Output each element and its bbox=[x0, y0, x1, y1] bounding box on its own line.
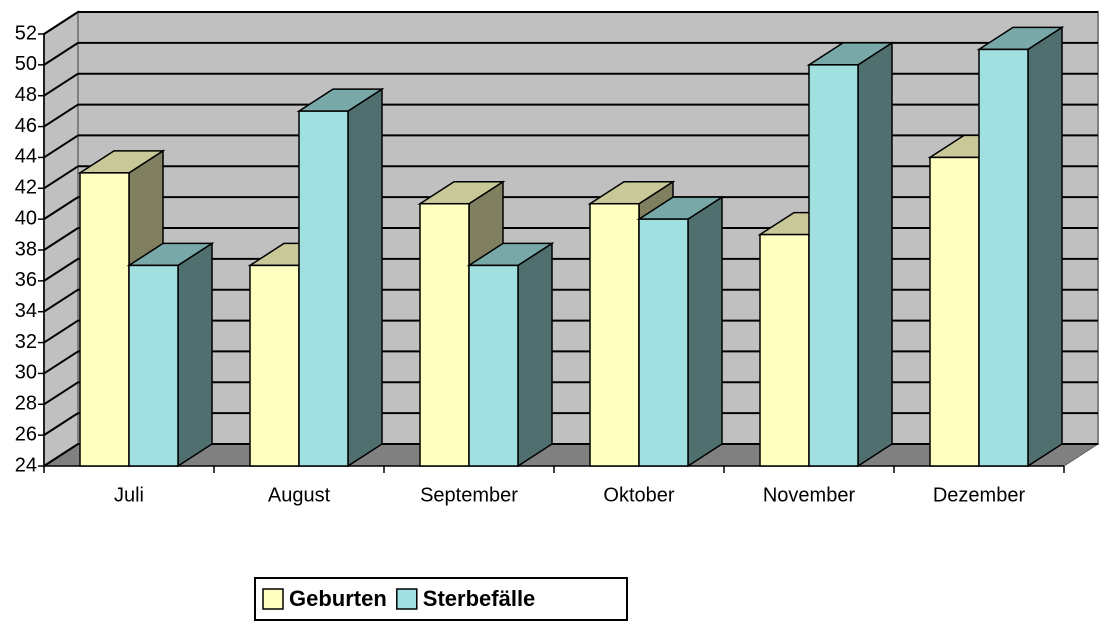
bar-group bbox=[636, 195, 725, 468]
y-tick-label: 52 bbox=[15, 22, 37, 44]
grid-line-side bbox=[43, 443, 79, 467]
bar bbox=[759, 233, 810, 467]
legend: Geburten Sterbefälle bbox=[254, 577, 628, 621]
bar bbox=[978, 48, 1029, 467]
bar bbox=[249, 264, 300, 467]
x-tick-label: Dezember bbox=[933, 484, 1026, 506]
grid-line-side bbox=[43, 103, 79, 128]
bar-group bbox=[126, 242, 215, 468]
legend-swatch bbox=[262, 588, 284, 610]
bar-group bbox=[806, 41, 895, 468]
y-tick-label: 40 bbox=[15, 207, 37, 229]
y-tick-label: 46 bbox=[15, 115, 37, 137]
grid-line-side bbox=[43, 196, 79, 220]
bar bbox=[589, 202, 640, 467]
bar bbox=[638, 218, 689, 467]
grid-line-side bbox=[43, 258, 79, 282]
bar bbox=[79, 172, 130, 467]
y-tick-label: 32 bbox=[15, 331, 37, 353]
bar bbox=[929, 156, 980, 467]
grid-line-side bbox=[43, 165, 79, 190]
grid-line-side bbox=[43, 11, 79, 35]
bar-side bbox=[1027, 26, 1063, 468]
grid-line-side bbox=[43, 134, 79, 159]
grid-line-side bbox=[43, 381, 79, 406]
y-tick-label: 28 bbox=[15, 393, 37, 415]
y-tick-label: 26 bbox=[15, 423, 37, 445]
bar-side bbox=[347, 87, 383, 468]
grid-line-side bbox=[43, 412, 79, 436]
x-tick-label: Juli bbox=[114, 484, 144, 506]
bar bbox=[298, 110, 349, 467]
grid-line-side bbox=[43, 350, 79, 375]
bar-group bbox=[976, 26, 1065, 468]
legend-label: Geburten bbox=[289, 586, 387, 611]
x-tick-label: August bbox=[268, 484, 331, 506]
legend-box bbox=[254, 577, 628, 621]
legend-swatch bbox=[396, 588, 418, 610]
x-tick-label: Oktober bbox=[603, 484, 674, 506]
y-tick-label: 42 bbox=[15, 177, 37, 199]
y-tick-label: 36 bbox=[15, 269, 37, 291]
grid-line-side bbox=[43, 288, 79, 313]
y-tick-label: 30 bbox=[15, 362, 37, 384]
bar-group bbox=[466, 242, 555, 468]
y-tick-label: 44 bbox=[15, 146, 37, 168]
x-tick-label: September bbox=[420, 484, 518, 506]
bar bbox=[808, 64, 859, 467]
bar bbox=[419, 202, 470, 467]
grid-line-side bbox=[43, 319, 79, 344]
y-tick-label: 38 bbox=[15, 238, 37, 260]
y-tick-label: 50 bbox=[15, 53, 37, 75]
grid-line-side bbox=[43, 72, 79, 97]
x-tick-label: November bbox=[763, 484, 856, 506]
y-tick-label: 34 bbox=[15, 300, 37, 322]
bar-side bbox=[857, 41, 893, 468]
y-tick-label: 48 bbox=[15, 84, 37, 106]
bar-side bbox=[177, 242, 213, 468]
bar bbox=[128, 264, 179, 467]
bar bbox=[468, 264, 519, 467]
bar-side bbox=[517, 242, 553, 468]
bar-group bbox=[296, 87, 385, 468]
legend-label: Sterbefälle bbox=[423, 586, 536, 611]
y-tick-label: 24 bbox=[15, 454, 37, 476]
grid-line-side bbox=[43, 42, 79, 66]
bar-side bbox=[687, 195, 723, 468]
grid-line-side bbox=[43, 227, 79, 251]
